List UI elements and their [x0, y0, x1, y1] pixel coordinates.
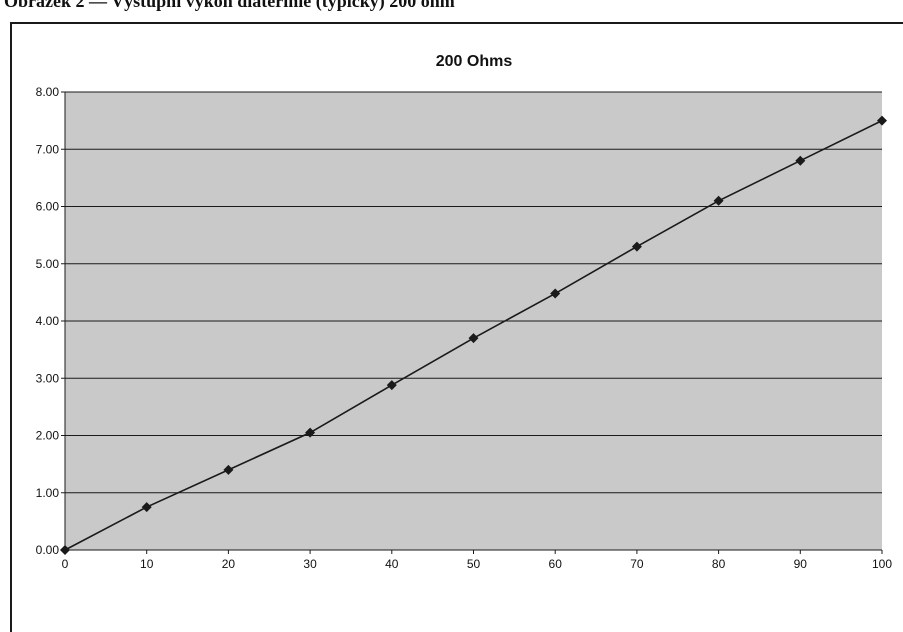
x-tick-label: 80 — [712, 557, 726, 571]
data-point-marker — [795, 155, 806, 166]
chart-title: 200 Ohms — [436, 53, 513, 70]
y-tick-label: 1.00 — [36, 486, 60, 500]
data-point-marker — [386, 380, 397, 391]
x-tick-label: 70 — [630, 557, 644, 571]
y-tick-label: 2.00 — [36, 429, 60, 443]
x-tick-label: 30 — [303, 557, 317, 571]
data-point-marker — [877, 115, 887, 126]
data-point-marker — [713, 195, 724, 206]
y-tick-label: 3.00 — [36, 371, 60, 385]
x-tick-label: 90 — [794, 557, 808, 571]
data-point-marker — [223, 464, 234, 475]
x-tick-label: 60 — [549, 557, 563, 571]
y-tick-label: 0.00 — [36, 543, 60, 557]
data-point-marker — [305, 427, 316, 438]
x-tick-label: 0 — [62, 557, 69, 571]
data-point-marker — [631, 241, 642, 252]
data-point-marker — [141, 502, 152, 513]
figure-caption: Obrázek 2 — Výstupní výkon diaterinie (t… — [4, 0, 455, 11]
x-tick-label: 50 — [467, 557, 481, 571]
x-tick-label: 40 — [385, 557, 399, 571]
y-tick-label: 7.00 — [36, 142, 60, 156]
x-tick-label: 100 — [872, 557, 892, 571]
x-tick-label: 10 — [140, 557, 154, 571]
y-tick-label: 5.00 — [36, 257, 60, 271]
y-tick-label: 4.00 — [36, 314, 60, 328]
data-point-marker — [468, 333, 479, 344]
data-point-marker — [60, 545, 70, 555]
y-tick-label: 6.00 — [36, 200, 60, 214]
x-tick-label: 20 — [222, 557, 236, 571]
y-tick-label: 8.00 — [36, 85, 60, 99]
data-point-marker — [550, 288, 561, 299]
